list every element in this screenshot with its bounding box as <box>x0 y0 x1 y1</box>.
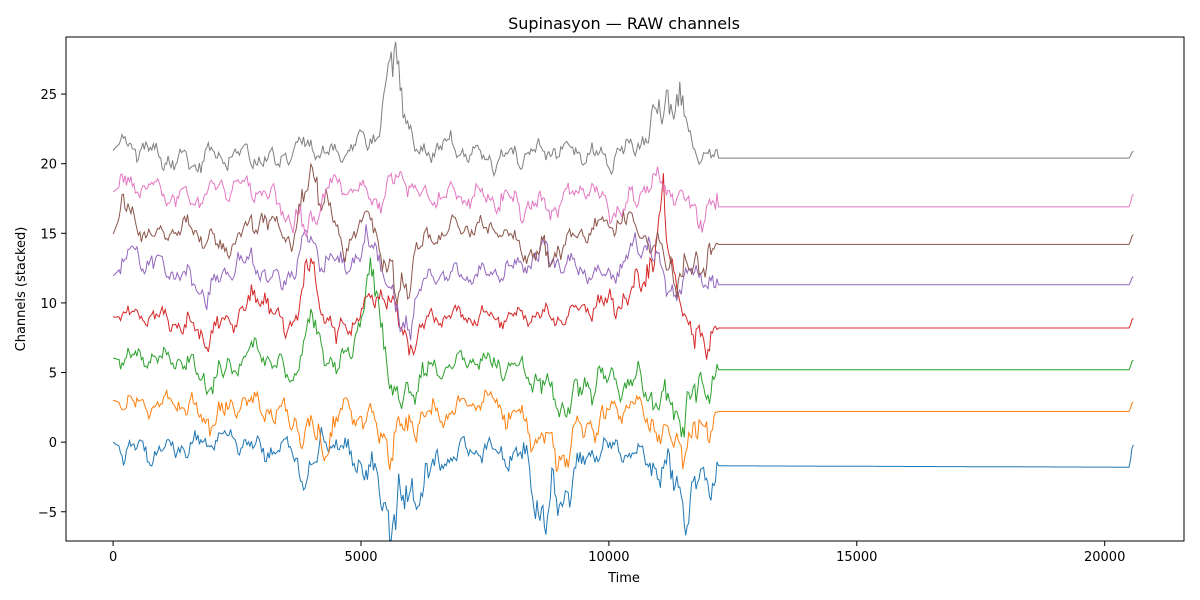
series-layer <box>112 41 1134 542</box>
y-tick-label: 20 <box>40 158 57 173</box>
series-line-3 <box>113 257 1134 438</box>
series-line-1 <box>112 427 1134 542</box>
y-tick-label: 0 <box>49 436 57 451</box>
x-tick-label: 20000 <box>1084 550 1125 565</box>
y-tick-label: −5 <box>38 506 57 521</box>
x-axis: 0 5000 10000 15000 20000 <box>109 541 1125 565</box>
x-tick-label: 5000 <box>344 550 377 565</box>
x-tick-label: 0 <box>109 550 117 565</box>
y-axis: −5 0 5 10 15 20 25 <box>38 88 66 521</box>
y-tick-label: 25 <box>40 88 57 103</box>
plot-frame <box>65 36 1185 542</box>
y-axis-title: Channels (stacked) <box>14 227 29 352</box>
y-tick-label: 5 <box>49 367 57 382</box>
x-tick-label: 15000 <box>836 550 877 565</box>
series-line-4 <box>112 173 1134 360</box>
series-line-5 <box>112 224 1134 341</box>
series-line-7 <box>112 166 1134 239</box>
x-tick-label: 10000 <box>588 550 629 565</box>
y-tick-label: 10 <box>40 297 57 312</box>
y-tick-label: 15 <box>40 227 57 242</box>
series-line-8 <box>112 41 1134 178</box>
chart-title: Supinasyon — RAW channels <box>508 14 740 33</box>
x-axis-title: Time <box>607 571 640 586</box>
series-line-2 <box>113 389 1134 473</box>
